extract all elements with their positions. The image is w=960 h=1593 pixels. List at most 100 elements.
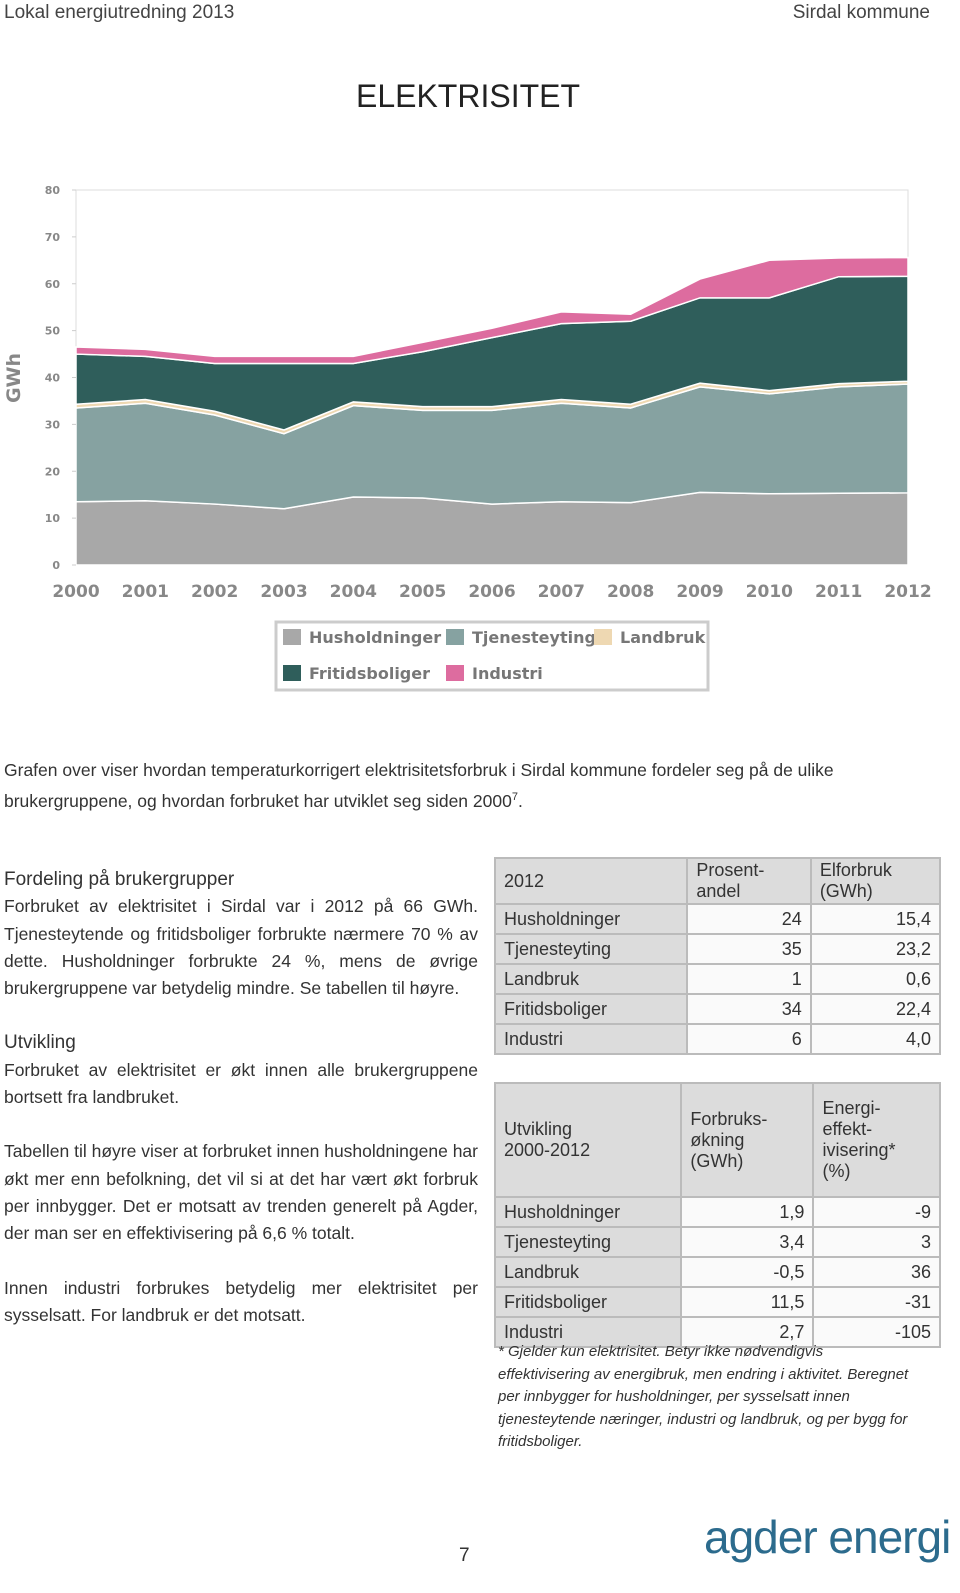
cell: 34 — [686, 993, 812, 1025]
cell: Landbruk — [493, 1256, 683, 1288]
x-tick-label: 2006 — [468, 582, 515, 602]
cell: 22,4 — [809, 993, 942, 1025]
section-heading: Utvikling — [4, 1032, 76, 1054]
x-tick-label: 2010 — [746, 582, 793, 602]
cell: Industri — [493, 1316, 683, 1348]
y-tick-label: 80 — [45, 184, 61, 197]
legend-label: Landbruk — [620, 628, 706, 647]
cell: 4,0 — [809, 1023, 942, 1055]
x-tick-label: 2002 — [191, 582, 238, 602]
cell: -105 — [812, 1316, 941, 1348]
y-tick-label: 40 — [45, 372, 61, 385]
cell: 2,7 — [680, 1316, 815, 1348]
cell: 3 — [812, 1226, 941, 1258]
cell: 36 — [812, 1256, 941, 1288]
cell: -9 — [812, 1196, 941, 1228]
legend-label: Husholdninger — [309, 628, 441, 647]
y-tick-label: 0 — [52, 559, 60, 572]
cell: 3,4 — [680, 1226, 815, 1258]
paragraph: Forbruket av elektrisitet i Sirdal var i… — [4, 896, 478, 999]
logo: agder energi — [704, 1511, 951, 1563]
cell: Landbruk — [493, 963, 689, 995]
table-row: Landbruk -0,5 36 — [493, 1256, 941, 1288]
y-axis-label: GWh — [3, 353, 25, 403]
footnote-ref: 7 — [511, 791, 518, 804]
header-cell: Prosent- andel — [686, 857, 812, 905]
table-row: Husholdninger 24 15,4 — [493, 903, 942, 935]
x-tick-label: 2009 — [676, 582, 723, 602]
table-development: Utvikling 2000-2012 Forbruks- økning (GWh… — [493, 1082, 941, 1348]
cell: Fritidsboliger — [493, 1286, 683, 1318]
paragraph: Tabellen til høyre viser at forbruket in… — [4, 1141, 478, 1244]
cell: 23,2 — [809, 933, 942, 965]
header-cell: 2012 — [493, 857, 689, 905]
page-number: 7 — [459, 1545, 470, 1566]
cell: Tjenesteyting — [493, 933, 689, 965]
header-cell: Utvikling 2000-2012 — [493, 1082, 683, 1198]
legend-swatch — [283, 665, 301, 681]
table-row: Fritidsboliger 11,5 -31 — [493, 1286, 941, 1318]
table-row: Industri 2,7 -105 — [493, 1316, 941, 1348]
legend-swatch — [283, 629, 301, 645]
intro-end: . — [517, 791, 523, 812]
cell: Husholdninger — [493, 1196, 683, 1228]
x-tick-label: 2004 — [330, 582, 377, 602]
body-text: Fordeling på brukergrupper Forbruket av e… — [4, 866, 478, 1356]
footnote: * Gjelder kun elektrisitet. Betyr ikke n… — [498, 1343, 909, 1450]
header-right: Sirdal kommune — [792, 2, 930, 23]
legend-swatch — [446, 629, 464, 645]
legend-label: Tjenesteyting — [472, 628, 596, 647]
cell: Industri — [493, 1023, 689, 1055]
x-tick-label: 2005 — [399, 582, 446, 602]
cell: 1,9 — [680, 1196, 815, 1228]
page-title: ELEKTRISITET — [355, 78, 581, 114]
table-2012: 2012 Prosent- andel Elforbruk (GWh) Hushold… — [493, 857, 942, 1055]
x-tick-label: 2008 — [607, 582, 654, 602]
x-tick-label: 2012 — [884, 582, 931, 602]
y-tick-label: 60 — [45, 278, 61, 291]
x-tick-label: 2007 — [538, 582, 585, 602]
table-row: Industri 6 4,0 — [493, 1023, 942, 1055]
cell: 24 — [686, 903, 812, 935]
x-tick-label: 2003 — [260, 582, 307, 602]
y-tick-label: 30 — [45, 418, 61, 431]
header-row: Utvikling 2000-2012 Forbruks- økning (GWh… — [493, 1082, 941, 1198]
cell: 1 — [686, 963, 812, 995]
cell: 11,5 — [680, 1286, 815, 1318]
header-row: 2012 Prosent- andel Elforbruk (GWh) — [493, 857, 942, 905]
header-cell: Forbruks- økning (GWh) — [680, 1082, 815, 1198]
table-row: Husholdninger 1,9 -9 — [493, 1196, 941, 1228]
y-tick-label: 10 — [45, 512, 61, 525]
legend-label: Fritidsboliger — [309, 664, 430, 683]
header-cell: Energi- effekt- ivisering* (%) — [812, 1082, 941, 1198]
cell: 6 — [686, 1023, 812, 1055]
table-row: Landbruk 1 0,6 — [493, 963, 942, 995]
legend-box — [274, 620, 710, 692]
cell: Tjenesteyting — [493, 1226, 683, 1258]
cell: Husholdninger — [493, 903, 689, 935]
y-tick-label: 20 — [45, 465, 61, 478]
table-row: Fritidsboliger 34 22,4 — [493, 993, 942, 1025]
x-tick-label: 2000 — [52, 582, 99, 602]
paragraph: Innen industri forbrukes betydelig mer e… — [4, 1277, 478, 1325]
cell: -0,5 — [680, 1256, 815, 1288]
legend-swatch — [594, 629, 612, 645]
x-tick-label: 2001 — [122, 582, 169, 602]
y-tick-label: 70 — [45, 231, 61, 244]
cell: Fritidsboliger — [493, 993, 689, 1025]
cell: 15,4 — [809, 903, 942, 935]
y-tick-label: 50 — [45, 325, 61, 338]
intro-text: Grafen over viser hvordan temperaturkorr… — [4, 760, 834, 812]
header-cell: Elforbruk (GWh) — [809, 857, 942, 905]
x-tick-label: 2011 — [815, 582, 862, 602]
paragraph: Forbruket av elektrisitet er økt innen a… — [4, 1059, 478, 1108]
intro: Grafen over viser hvordan temperaturkorr… — [4, 757, 930, 815]
cell: 0,6 — [809, 963, 942, 995]
table-row: Tjenesteyting 3,4 3 — [493, 1226, 941, 1258]
chart: 0 10 20 30 40 50 60 70 80 2000 2001 2002 2003 2004 200… — [3, 184, 932, 692]
cell: 35 — [686, 933, 812, 965]
legend-label: Industri — [472, 664, 543, 683]
header-left: Lokal energiutredning 2013 — [4, 2, 235, 23]
area — [75, 256, 909, 365]
